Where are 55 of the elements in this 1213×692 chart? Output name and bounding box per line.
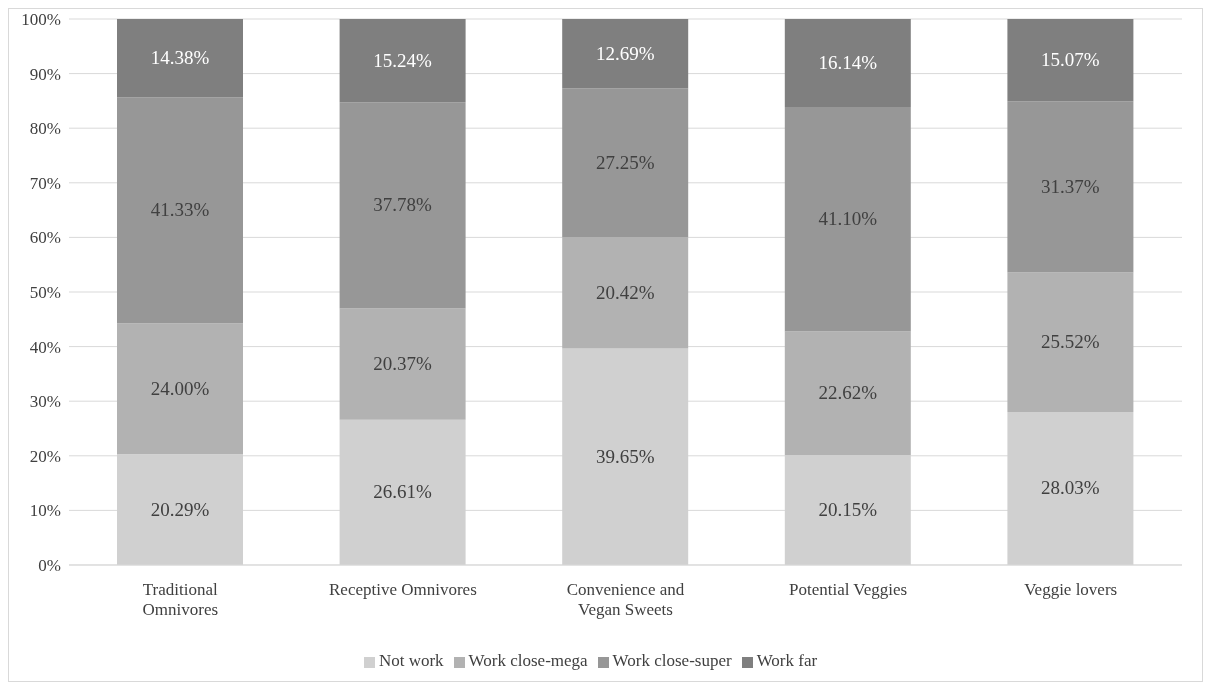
data-label: 41.10%: [818, 208, 878, 230]
bar: [339, 102, 466, 309]
y-tick-label: 90%: [29, 64, 61, 84]
y-tick-label: 50%: [29, 283, 61, 303]
y-tick-label: 30%: [29, 392, 61, 412]
bar: [1007, 272, 1134, 412]
bar: [562, 237, 689, 349]
bar: [784, 19, 911, 108]
data-label: 15.07%: [1041, 49, 1100, 71]
x-tick-label: Receptive Omnivores: [329, 580, 477, 599]
legend-label: Not work: [378, 651, 444, 670]
data-label: 26.61%: [373, 481, 433, 503]
data-label: 12.69%: [595, 42, 655, 64]
bar: [339, 308, 466, 420]
legend-label: Work close-mega: [468, 651, 588, 670]
x-tick-label: Convenience and Vegan Sweets: [566, 580, 685, 619]
bar: [117, 323, 243, 455]
y-tick-label: 40%: [29, 337, 61, 357]
y-tick-label: 70%: [29, 173, 61, 193]
y-tick-label: 20%: [29, 446, 61, 466]
data-label: 25.52%: [1041, 331, 1100, 353]
x-tick-label: Traditional Omnivores: [142, 580, 219, 619]
x-tick-label: Potential Veggies: [789, 580, 908, 599]
data-label: 20.42%: [595, 281, 655, 303]
data-label: 24.00%: [150, 377, 210, 399]
bar: [562, 88, 689, 238]
data-label: 20.29%: [150, 498, 210, 520]
data-label: 37.78%: [373, 194, 433, 216]
x-tick-label: Veggie lovers: [1024, 580, 1118, 599]
y-tick-label: 0%: [38, 556, 61, 576]
y-tick-label: 60%: [29, 228, 61, 248]
y-tick-label: 100%: [21, 10, 61, 30]
bar: [784, 331, 911, 455]
data-label: 27.25%: [595, 151, 655, 173]
data-label: 39.65%: [595, 445, 655, 467]
data-label: 20.15%: [818, 498, 878, 520]
bar: [1007, 101, 1134, 273]
data-label: 20.37%: [373, 353, 433, 375]
data-label: 22.62%: [818, 382, 878, 404]
data-label: 14.38%: [150, 47, 210, 69]
bar: [1007, 19, 1134, 102]
bar: [117, 19, 243, 98]
bar: [562, 19, 689, 89]
y-tick-label: 80%: [29, 119, 61, 139]
data-label: 31.37%: [1041, 175, 1100, 197]
data-label: 15.24%: [373, 49, 433, 71]
data-label: 41.33%: [150, 199, 210, 221]
legend-label: Work close-super: [612, 651, 732, 670]
y-tick-label: 10%: [29, 501, 61, 521]
bar: [339, 19, 466, 103]
data-label: 16.14%: [818, 52, 878, 74]
data-label: 28.03%: [1041, 477, 1100, 499]
legend-label: Work far: [756, 651, 818, 670]
bar: [784, 107, 911, 332]
bar: [117, 97, 243, 324]
